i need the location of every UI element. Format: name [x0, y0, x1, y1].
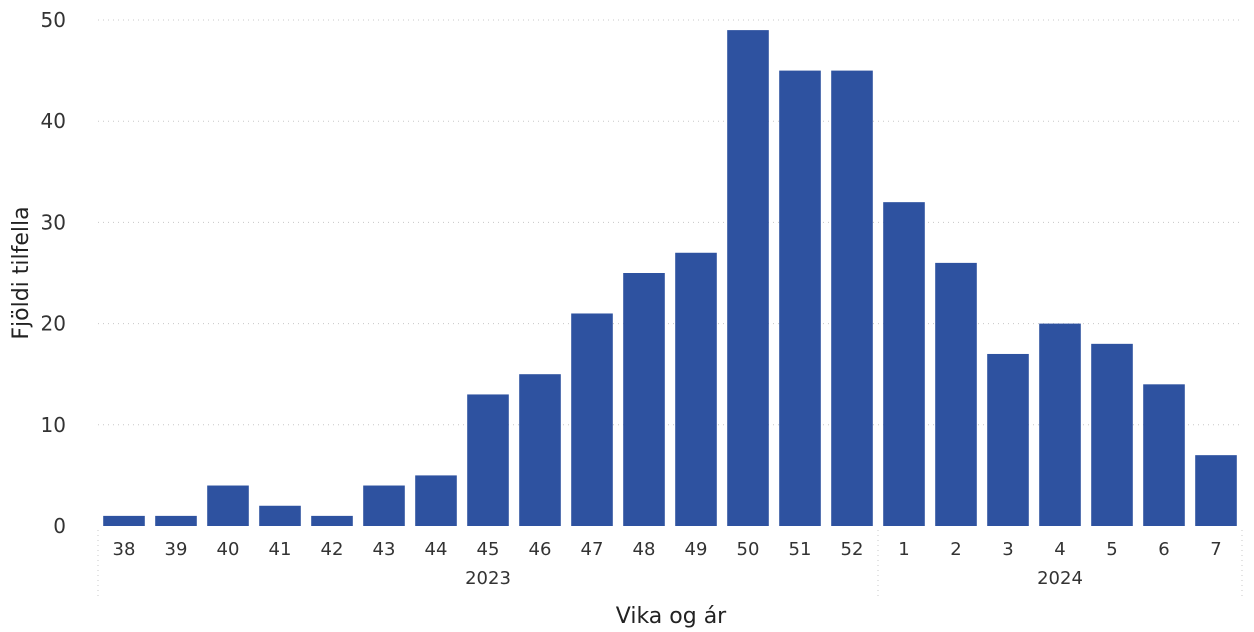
bar: [623, 273, 665, 526]
bar: [1143, 384, 1185, 526]
y-tick-label: 30: [41, 210, 66, 234]
bar: [987, 353, 1029, 526]
y-tick-label: 50: [41, 8, 66, 32]
bar: [415, 475, 457, 526]
x-tick-label: 1: [898, 539, 909, 560]
bar: [467, 394, 509, 526]
y-axis-ticks: 0 10 20 30 40 50: [41, 8, 66, 538]
x-axis-title: Vika og ár: [616, 604, 727, 629]
y-axis-title: Fjöldi tilfella: [9, 206, 34, 339]
bar: [363, 485, 405, 526]
x-tick-label: 52: [841, 539, 864, 560]
bar: [1039, 323, 1081, 526]
y-tick-label: 20: [41, 312, 66, 336]
x-tick-label: 41: [269, 539, 292, 560]
bars: [103, 30, 1237, 527]
bar: [571, 313, 613, 526]
x-axis-ticks: 38 39 40 41 42 43 44 45 46 47 48 49 50 51 52 1 2 3 4 5 6 7: [113, 539, 1222, 560]
x-tick-label: 3: [1002, 539, 1013, 560]
bar: [311, 515, 353, 526]
bar: [103, 515, 145, 526]
x-tick-label: 45: [477, 539, 500, 560]
y-tick-label: 40: [41, 109, 66, 133]
year-group-label: 2024: [1037, 568, 1083, 589]
x-tick-label: 43: [373, 539, 396, 560]
x-tick-label: 46: [529, 539, 552, 560]
bar: [1195, 455, 1237, 526]
gridlines: [98, 19, 1242, 426]
x-tick-label: 49: [685, 539, 708, 560]
x-tick-label: 2: [950, 539, 961, 560]
year-groups: 2023 2024: [97, 530, 1243, 600]
x-tick-label: 7: [1210, 539, 1221, 560]
bar: [259, 505, 301, 526]
year-group-label: 2023: [465, 568, 511, 589]
bar: [519, 374, 561, 526]
x-tick-label: 47: [581, 539, 604, 560]
y-tick-label: 10: [41, 413, 66, 437]
bar: [831, 70, 873, 526]
x-tick-label: 40: [217, 539, 240, 560]
bar: [727, 30, 769, 527]
x-tick-label: 5: [1106, 539, 1117, 560]
x-tick-label: 42: [321, 539, 344, 560]
x-tick-label: 50: [737, 539, 760, 560]
bar: [779, 70, 821, 526]
x-tick-label: 48: [633, 539, 656, 560]
bar: [1091, 343, 1133, 526]
x-tick-label: 6: [1158, 539, 1169, 560]
x-tick-label: 51: [789, 539, 812, 560]
x-tick-label: 44: [425, 539, 448, 560]
bar: [883, 202, 925, 526]
x-tick-label: 39: [165, 539, 188, 560]
bar: [155, 515, 197, 526]
bar: [675, 252, 717, 526]
x-tick-label: 4: [1054, 539, 1065, 560]
bar: [207, 485, 249, 526]
x-tick-label: 38: [113, 539, 136, 560]
bar: [935, 262, 977, 526]
y-tick-label: 0: [53, 514, 66, 538]
